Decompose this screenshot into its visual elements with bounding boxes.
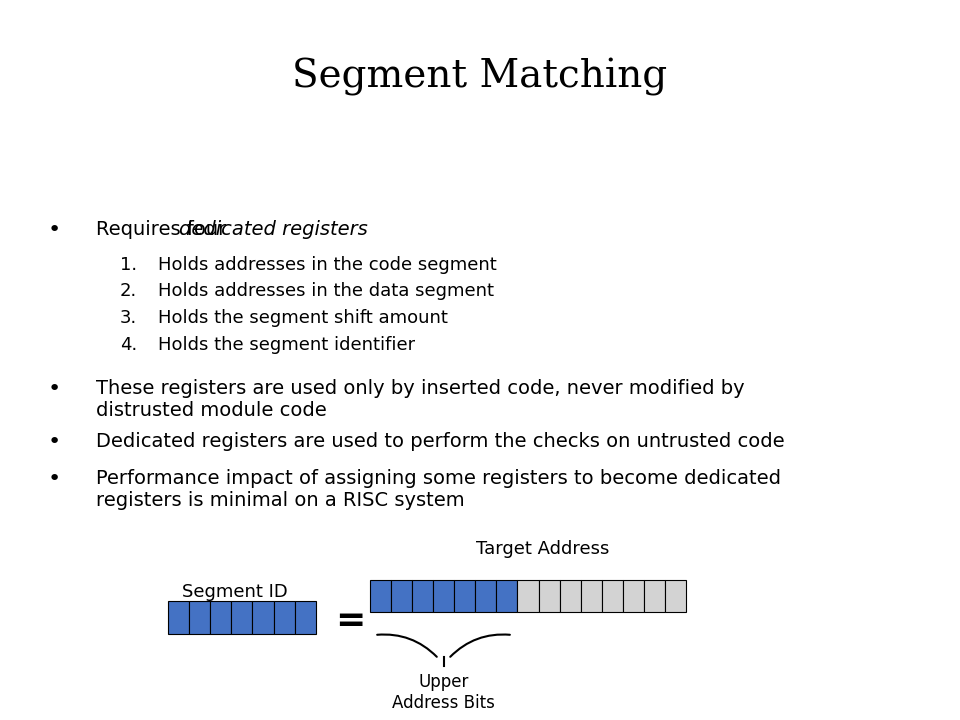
Text: Holds addresses in the code segment: Holds addresses in the code segment [158, 256, 497, 274]
Text: •: • [48, 469, 61, 490]
Text: Dedicated registers are used to perform the checks on untrusted code: Dedicated registers are used to perform … [96, 432, 784, 451]
Text: •: • [48, 432, 61, 452]
Text: 1.: 1. [120, 256, 137, 274]
Text: 4.: 4. [120, 336, 137, 354]
Text: 2.: 2. [120, 282, 137, 300]
Text: •: • [48, 220, 61, 240]
Text: =: = [335, 604, 366, 639]
Text: Performance impact of assigning some registers to become dedicated
registers is : Performance impact of assigning some reg… [96, 469, 781, 510]
Text: These registers are used only by inserted code, never modified by
distrusted mod: These registers are used only by inserte… [96, 379, 745, 420]
Text: Segment Matching: Segment Matching [293, 58, 667, 96]
Text: •: • [48, 379, 61, 399]
Text: Holds the segment shift amount: Holds the segment shift amount [158, 309, 448, 327]
Text: Segment ID: Segment ID [182, 583, 288, 601]
Text: Upper
Address Bits: Upper Address Bits [392, 673, 495, 712]
Text: Holds the segment identifier: Holds the segment identifier [158, 336, 416, 354]
Text: Requires four: Requires four [96, 220, 232, 238]
Text: Target Address: Target Address [476, 540, 609, 558]
Text: Holds addresses in the data segment: Holds addresses in the data segment [158, 282, 494, 300]
Text: dedicated registers: dedicated registers [180, 220, 368, 238]
Text: 3.: 3. [120, 309, 137, 327]
